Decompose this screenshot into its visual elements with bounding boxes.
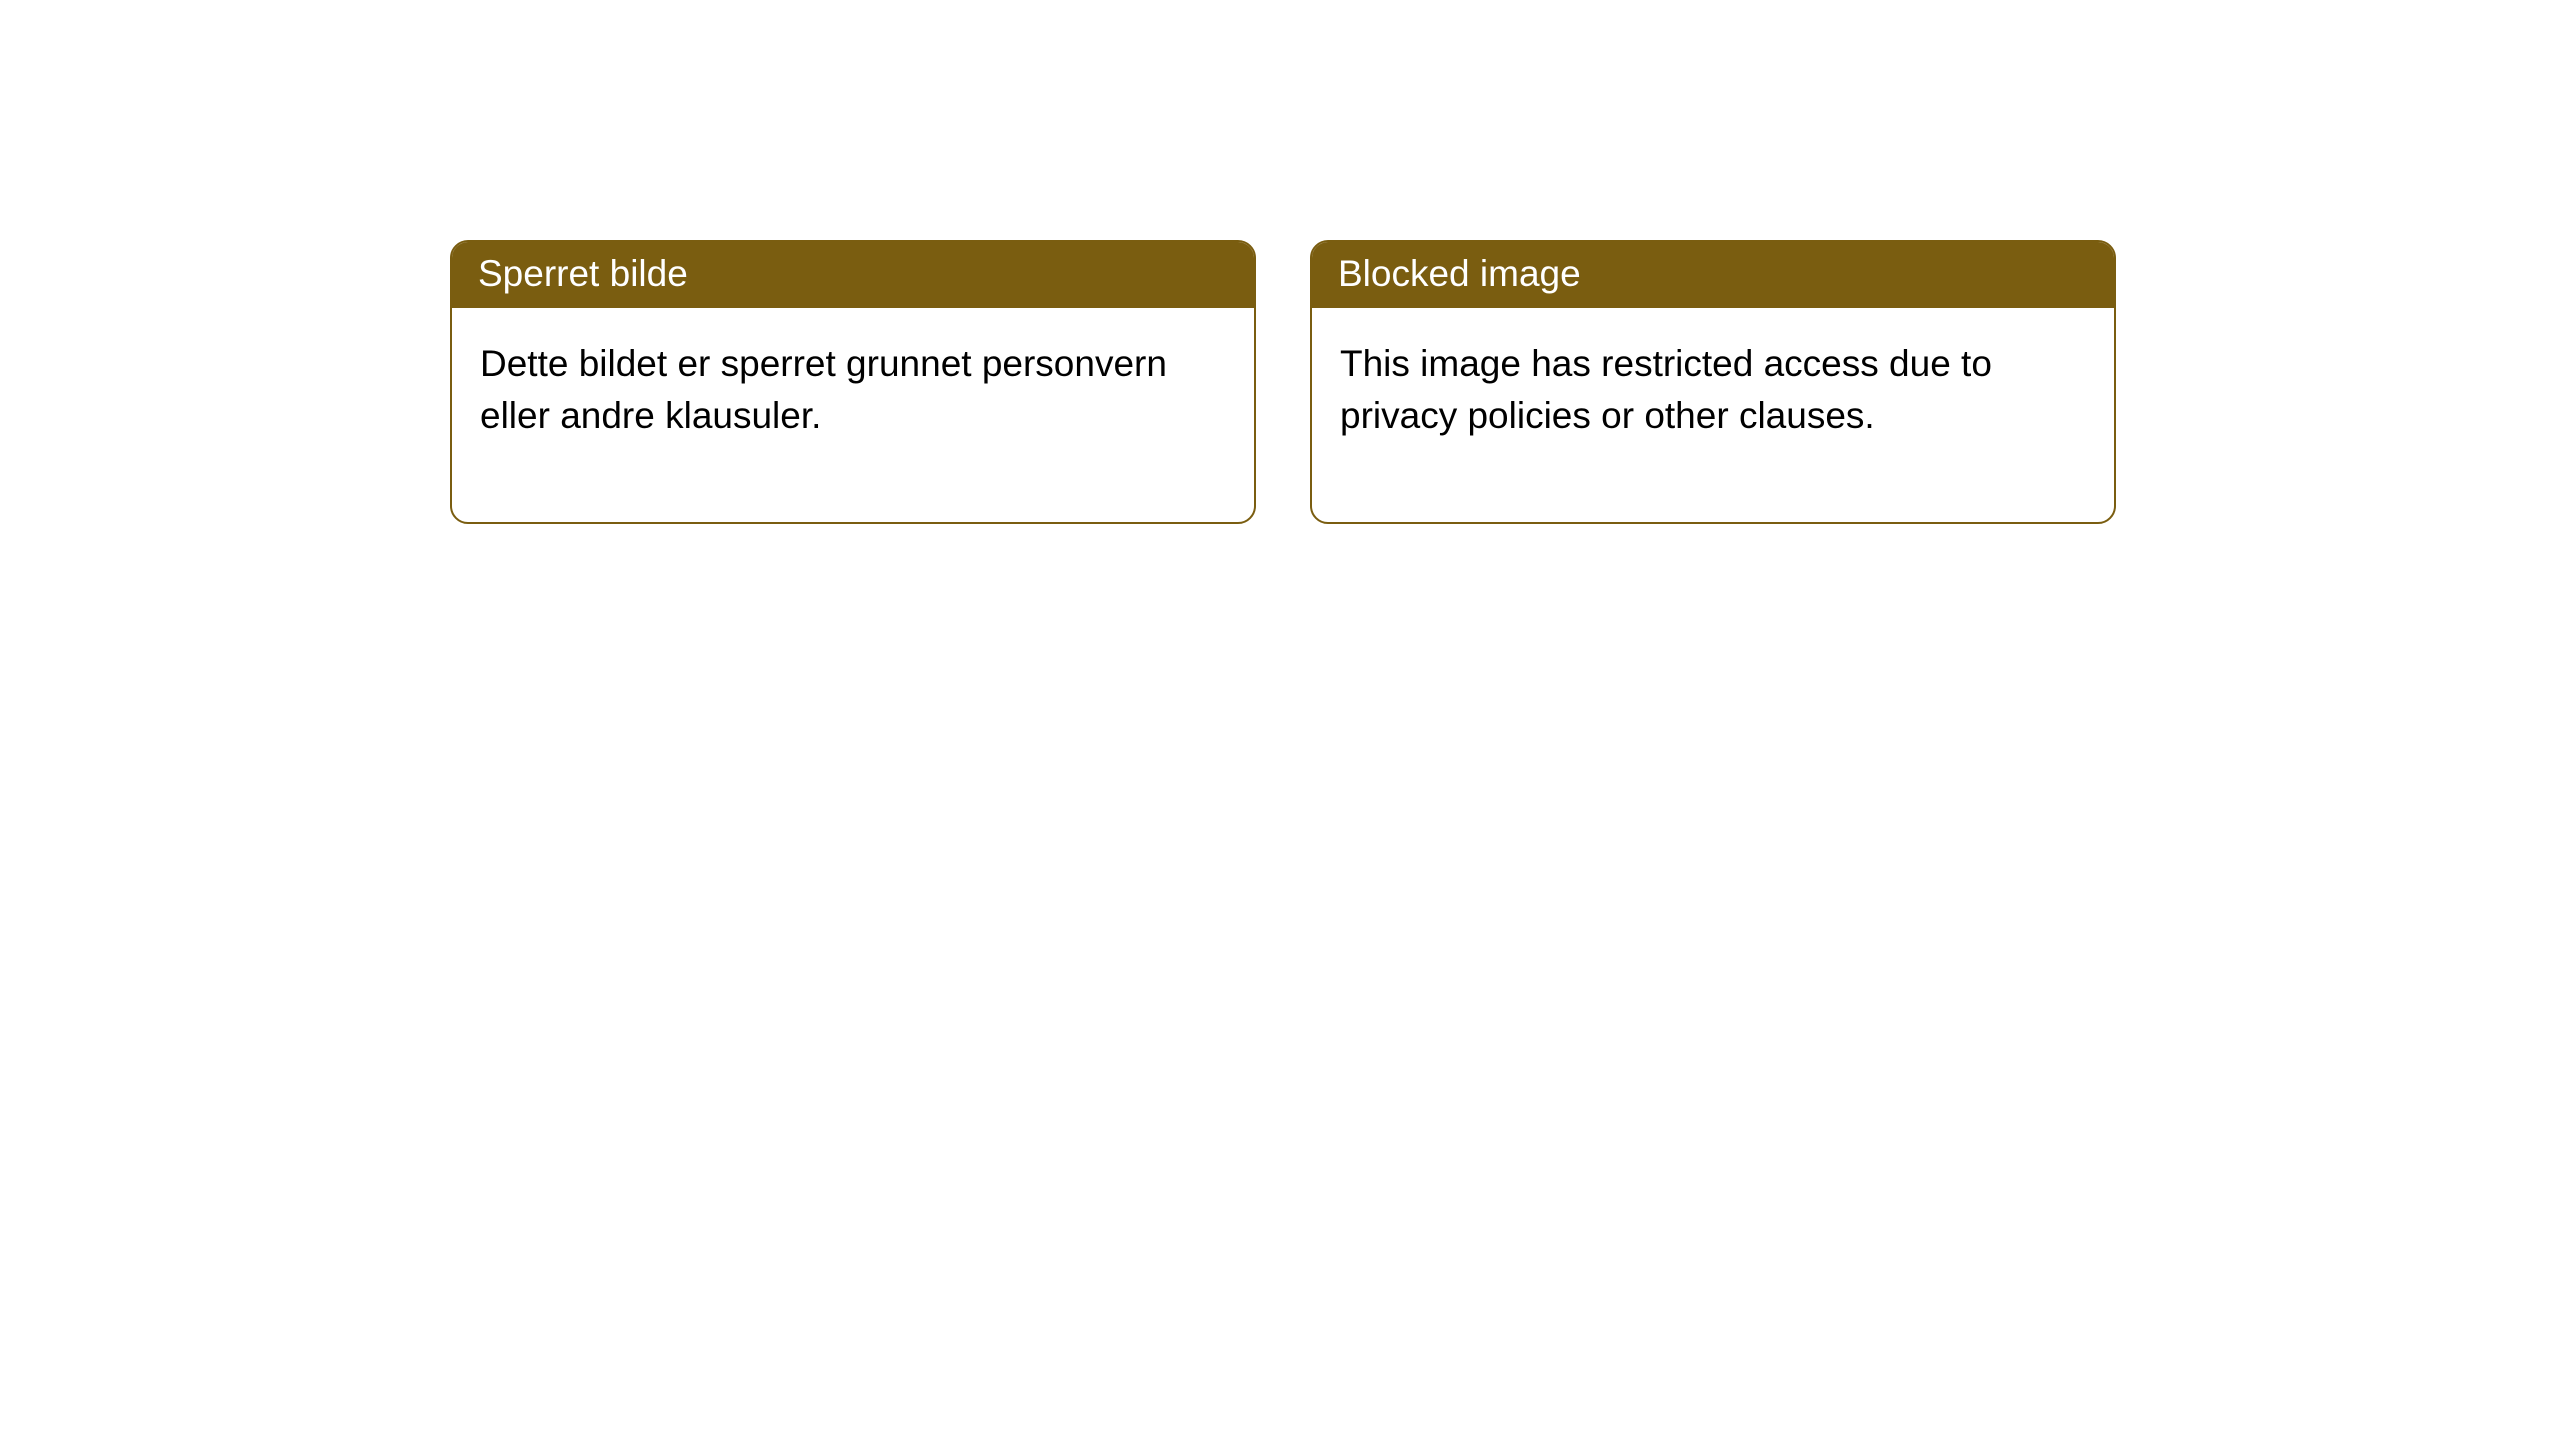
notice-card-title: Sperret bilde bbox=[452, 242, 1254, 308]
notice-cards-row: Sperret bilde Dette bildet er sperret gr… bbox=[0, 0, 2560, 524]
notice-card-body: This image has restricted access due to … bbox=[1312, 308, 2114, 522]
notice-card-no: Sperret bilde Dette bildet er sperret gr… bbox=[450, 240, 1256, 524]
notice-card-title: Blocked image bbox=[1312, 242, 2114, 308]
notice-card-en: Blocked image This image has restricted … bbox=[1310, 240, 2116, 524]
notice-card-body: Dette bildet er sperret grunnet personve… bbox=[452, 308, 1254, 522]
